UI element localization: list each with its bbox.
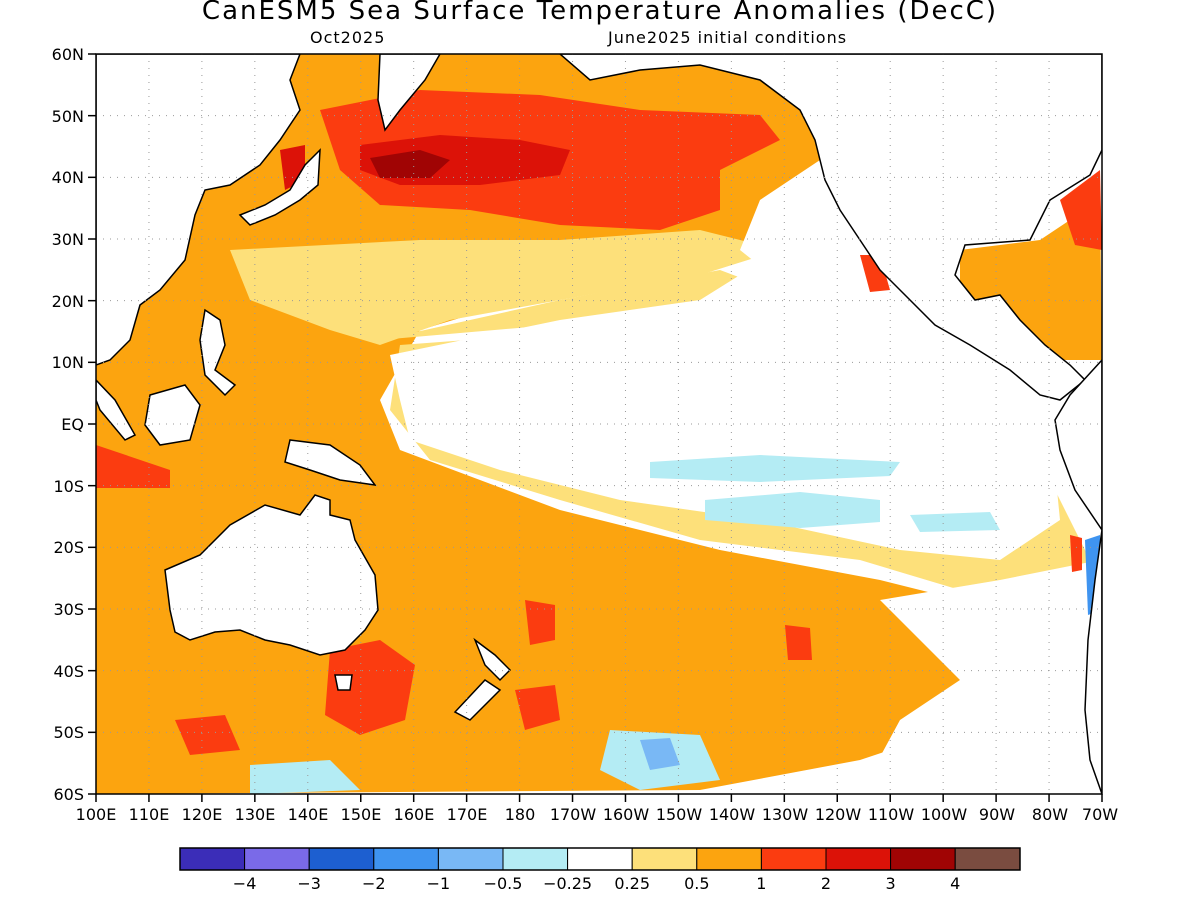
lat-label: 30N <box>52 230 84 249</box>
anomaly-cool-streak-3 <box>910 512 1000 532</box>
legend-label: 3 <box>886 874 896 893</box>
lat-label: 40S <box>53 662 84 681</box>
lon-label: 140E <box>288 805 329 824</box>
legend-label: −2 <box>362 874 386 893</box>
lat-label: 10S <box>53 477 84 496</box>
legend-swatch <box>954 847 1021 871</box>
lon-label: 100E <box>76 805 117 824</box>
legend-swatch <box>502 847 569 871</box>
tasmania-land <box>334 674 353 691</box>
anomaly-red-east-pacific <box>785 625 812 660</box>
sumatra-land <box>96 378 137 441</box>
lon-label: 110E <box>129 805 170 824</box>
anomaly-red-peru-offshore <box>1070 535 1082 572</box>
new-guinea-land <box>284 439 377 486</box>
lon-label: 80W <box>1032 805 1068 824</box>
anomaly-orange-gulf <box>960 200 1102 360</box>
legend-swatch <box>825 847 892 871</box>
lon-label: 130E <box>235 805 276 824</box>
anomaly-yellow-north-band <box>230 230 780 345</box>
lat-label: EQ <box>61 415 84 434</box>
philippines-land <box>199 308 237 397</box>
lat-label: 60N <box>52 45 84 64</box>
lon-label: 180 <box>505 805 536 824</box>
legend-label: −1 <box>427 874 451 893</box>
lon-label: 100W <box>921 805 968 824</box>
lat-label: 50S <box>53 723 84 742</box>
legend-swatch <box>760 847 827 871</box>
borneo-land <box>144 384 201 446</box>
lon-label: 120W <box>815 805 862 824</box>
north-america-land <box>558 54 1102 401</box>
lat-label: 20N <box>52 292 84 311</box>
new-zealand-south-land <box>453 679 502 721</box>
valid-month-label: Oct2025 <box>310 28 386 47</box>
anomaly-cool-streak-2 <box>705 492 880 528</box>
legend-swatch <box>179 847 246 871</box>
anomaly-red-indian-strip <box>96 445 170 488</box>
lon-label: 70W <box>1082 805 1118 824</box>
anomaly-maroon-north-pacific <box>370 150 450 178</box>
lon-label: 160W <box>603 805 650 824</box>
lon-label: 90W <box>979 805 1015 824</box>
legend-swatch <box>373 847 439 871</box>
anomaly-red-south-indian <box>175 715 240 755</box>
anomaly-cool-southern-3 <box>250 760 360 794</box>
legend-label: 0.25 <box>614 874 650 893</box>
lon-label: 150W <box>656 805 703 824</box>
anomaly-red-atlantic <box>1060 170 1102 250</box>
japan-land <box>238 148 321 226</box>
lon-label: 120E <box>182 805 223 824</box>
anomaly-red-tasman <box>325 640 415 735</box>
legend-label: 1 <box>756 874 766 893</box>
anomaly-red-south-pacific <box>525 600 555 645</box>
lon-label: 130W <box>762 805 809 824</box>
new-zealand-north-land <box>473 637 512 682</box>
legend-swatch <box>631 847 698 871</box>
lat-label: 50N <box>52 107 84 126</box>
kamchatka-land <box>377 54 441 132</box>
legend-label: −0.5 <box>484 874 523 893</box>
legend-swatch <box>244 847 310 871</box>
anomaly-red-nz-south <box>515 685 560 730</box>
latitude-axis: 60N 50N 40N 30N 20N 10N EQ 10S 20S 30S 4… <box>52 45 96 804</box>
lon-label: 160E <box>394 805 435 824</box>
legend-frame <box>179 847 1021 871</box>
lat-label: 20S <box>53 538 84 557</box>
legend-swatch <box>308 847 375 871</box>
legend-label: −4 <box>233 874 257 893</box>
legend-label: −0.25 <box>543 874 592 893</box>
legend-label: 2 <box>821 874 831 893</box>
lat-label: 40N <box>52 168 84 187</box>
lat-label: 60S <box>53 785 84 804</box>
legend-label: −3 <box>297 874 321 893</box>
south-america-land <box>1054 358 1102 794</box>
asia-mainland <box>96 54 301 366</box>
coastlines <box>96 54 1102 794</box>
lon-label: 140W <box>709 805 756 824</box>
lon-label: 110W <box>868 805 915 824</box>
lon-label: 170W <box>550 805 597 824</box>
legend-swatch <box>437 847 504 871</box>
lon-label: 150E <box>341 805 382 824</box>
anomaly-cool-streak-1 <box>650 455 900 482</box>
anomaly-neutral-southeast <box>860 560 1100 794</box>
anomaly-cool-southern-2 <box>640 738 680 770</box>
australia-land <box>164 494 379 656</box>
legend-label: 0.5 <box>684 874 709 893</box>
color-scale-legend: −4 −3 −2 −1 −0.5 −0.25 0.25 0.5 1 2 3 4 <box>179 847 1021 893</box>
lat-label: 30S <box>53 600 84 619</box>
legend-swatch <box>567 847 633 871</box>
lat-label: 10N <box>52 353 84 372</box>
graticule <box>96 54 1102 794</box>
anomaly-neutral-northeast <box>740 160 900 310</box>
init-conditions-label: June2025 initial conditions <box>608 28 848 47</box>
map-title: CanESM5 Sea Surface Temperature Anomalie… <box>201 0 999 26</box>
legend-swatch <box>890 847 956 871</box>
lon-label: 170E <box>447 805 488 824</box>
legend-swatch <box>696 847 762 871</box>
legend-label: 4 <box>950 874 960 893</box>
longitude-axis: 100E 110E 120E 130E 140E 150E 160E 170E … <box>76 794 1118 824</box>
